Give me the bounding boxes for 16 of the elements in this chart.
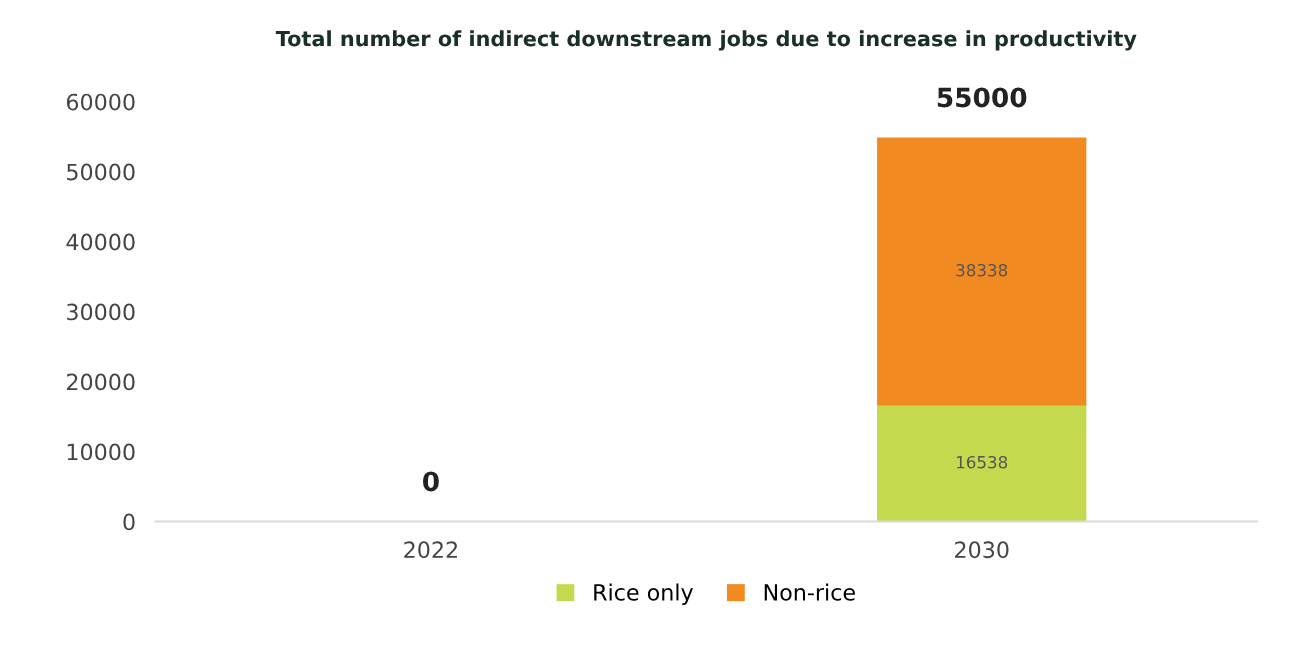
y-tick-label: 20000 bbox=[67, 373, 135, 391]
y-tick-label: 30000 bbox=[67, 303, 135, 321]
x-tick-label: 2022 bbox=[404, 541, 457, 559]
data-label: 16538 bbox=[957, 455, 1008, 469]
y-tick-label: 50000 bbox=[67, 163, 135, 181]
y-tick-label: 0 bbox=[123, 513, 135, 531]
y-tick-label: 60000 bbox=[66, 93, 135, 111]
y-tick-label: 10000 bbox=[67, 443, 135, 461]
annotation: 55000 bbox=[937, 87, 1027, 108]
chart-title: Total number of indirect downstream jobs due to increase in productivity bbox=[275, 30, 1137, 51]
x-tick-label: 2030 bbox=[955, 541, 1009, 559]
legend-label: Non-rice bbox=[764, 583, 855, 601]
annotation: 0 bbox=[423, 471, 439, 492]
data-label: 38338 bbox=[956, 263, 1008, 277]
y-tick-label: 40000 bbox=[66, 233, 135, 251]
legend-label: Rice only bbox=[594, 583, 694, 606]
